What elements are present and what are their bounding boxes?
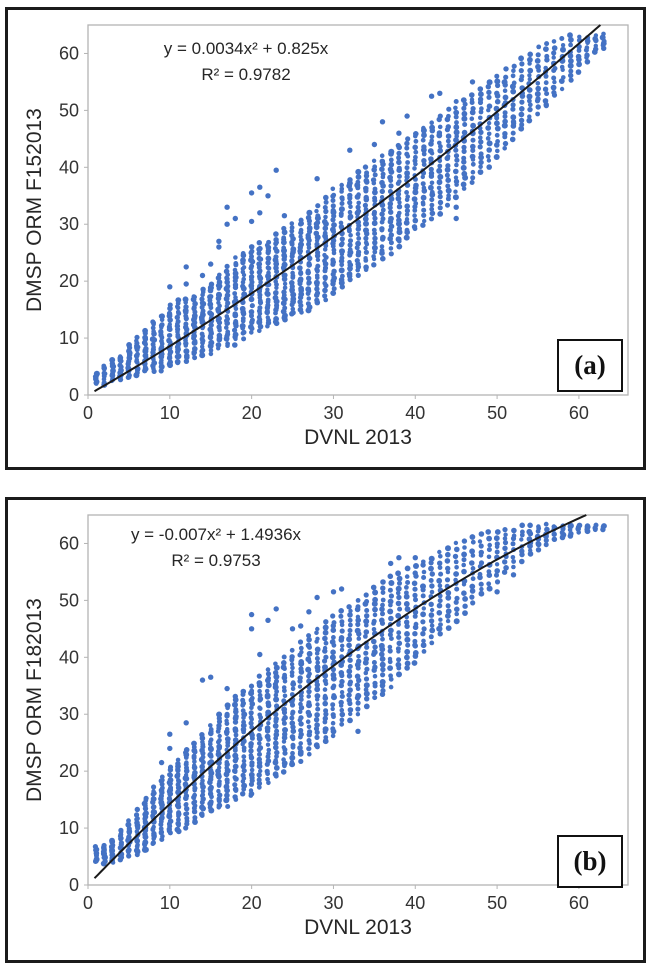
- panel-tag-a-label: (a): [574, 350, 606, 380]
- r-squared-label-a: R² = 0.9782: [201, 64, 291, 84]
- scatter-chart-b: 0 10 20 30 40 50 60 0 10 20 30 40 50 60: [59, 514, 629, 913]
- svg-text:40: 40: [59, 647, 79, 667]
- svg-text:10: 10: [59, 818, 79, 838]
- svg-text:60: 60: [59, 43, 79, 63]
- svg-text:20: 20: [242, 403, 262, 423]
- x-axis-ticks: 0 10 20 30 40 50 60: [83, 885, 589, 913]
- equation-label-b: y = -0.007x² + 1.4936x: [130, 525, 302, 544]
- svg-text:20: 20: [59, 271, 79, 291]
- x-axis-title-b: DVNL 2013: [304, 916, 412, 939]
- equation-block-a: y = 0.0034x² + 0.825x R² = 0.9782: [96, 36, 396, 87]
- y-axis-ticks: 0 10 20 30 40 50 60: [59, 533, 88, 895]
- equation-label-a: y = 0.0034x² + 0.825x: [163, 39, 329, 58]
- svg-text:60: 60: [569, 403, 589, 423]
- figure-panel-b: 0 10 20 30 40 50 60 0 10 20 30 40 50 60 y = -0.007x² …: [5, 497, 646, 963]
- y-axis-ticks: 0 10 20 30 40 50 60: [59, 43, 88, 405]
- svg-text:30: 30: [59, 704, 79, 724]
- svg-text:0: 0: [83, 893, 93, 913]
- svg-text:20: 20: [242, 893, 262, 913]
- y-axis-title-b: DMSP ORM F182013: [23, 598, 46, 802]
- svg-text:50: 50: [487, 893, 507, 913]
- svg-text:30: 30: [59, 214, 79, 234]
- scatter-points: [92, 521, 607, 867]
- svg-text:50: 50: [59, 590, 79, 610]
- r-squared-label-b: R² = 0.9753: [171, 550, 261, 570]
- plot-border: [87, 24, 629, 396]
- panel-tag-a: (a): [557, 339, 623, 392]
- svg-text:30: 30: [323, 403, 343, 423]
- plot-border: [87, 514, 629, 886]
- svg-text:40: 40: [59, 157, 79, 177]
- svg-text:50: 50: [487, 403, 507, 423]
- svg-text:10: 10: [160, 893, 180, 913]
- panel-tag-b: (b): [557, 835, 623, 888]
- svg-text:60: 60: [569, 893, 589, 913]
- svg-text:40: 40: [405, 403, 425, 423]
- panel-tag-b-label: (b): [573, 846, 607, 876]
- svg-text:0: 0: [83, 403, 93, 423]
- svg-text:0: 0: [69, 875, 79, 895]
- scatter-chart-a: 0 10 20 30 40 50 60 0 10 20 30 40 50 60: [59, 24, 629, 423]
- svg-text:40: 40: [405, 893, 425, 913]
- svg-text:50: 50: [59, 100, 79, 120]
- svg-text:10: 10: [160, 403, 180, 423]
- svg-text:60: 60: [59, 533, 79, 553]
- equation-block-b: y = -0.007x² + 1.4936x R² = 0.9753: [66, 522, 366, 573]
- x-axis-title-a: DVNL 2013: [304, 426, 412, 449]
- svg-text:30: 30: [323, 893, 343, 913]
- x-axis-ticks: 0 10 20 30 40 50 60: [83, 395, 589, 423]
- trend-line: [94, 24, 602, 393]
- figure-panel-a: 0 10 20 30 40 50 60 0 10 20 30 40 50 60 y = 0.0034x² …: [5, 7, 646, 470]
- svg-text:10: 10: [59, 328, 79, 348]
- svg-text:20: 20: [59, 761, 79, 781]
- y-axis-title-a: DMSP ORM F152013: [23, 108, 46, 312]
- svg-text:0: 0: [69, 385, 79, 405]
- trend-line: [93, 514, 587, 879]
